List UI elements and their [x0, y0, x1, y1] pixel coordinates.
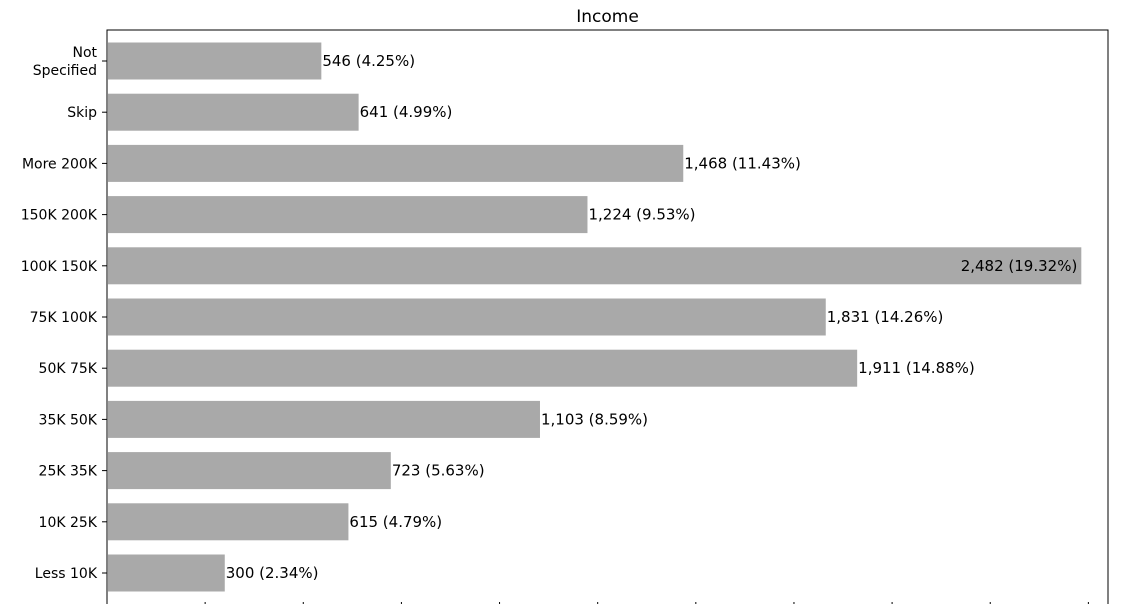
bar-150k-200k: [108, 196, 588, 234]
y-tick-label: Not Specified: [33, 45, 98, 79]
bar-35k-50k: [108, 400, 540, 438]
y-tick-label: More 200K: [22, 156, 98, 172]
y-tick-label: Less 10K: [35, 566, 98, 582]
data-label: 1,831 (14.26%): [827, 308, 944, 326]
y-tick-label: 25K 35K: [39, 464, 98, 480]
data-label: 1,224 (9.53%): [588, 206, 695, 224]
y-tick-label: 50K 75K: [39, 361, 98, 377]
bars: [108, 42, 1082, 592]
y-tick-label: Skip: [67, 105, 97, 121]
y-tick-label: 75K 100K: [30, 310, 98, 326]
y-tick-label: 100K 150K: [21, 259, 98, 275]
y-tick-label: 35K 50K: [39, 412, 98, 428]
x-axis-ticks: [106, 602, 1089, 604]
data-label: 1,468 (11.43%): [684, 154, 801, 172]
data-label: 546 (4.25%): [322, 52, 415, 70]
data-label: 1,911 (14.88%): [858, 359, 975, 377]
bar-less-10k: [108, 554, 225, 592]
y-axis-ticks: Not Specified Skip More 200K 150K 200K 100K 1…: [21, 45, 107, 582]
y-tick-label: 150K 200K: [21, 208, 98, 224]
bar-not-specified: [108, 42, 322, 80]
bar-more-200k: [108, 144, 684, 182]
bar-100k-150k: [108, 247, 1082, 285]
data-label: 1,103 (8.59%): [541, 410, 648, 428]
y-tick-label: 10K 25K: [39, 515, 98, 531]
bar-50k-75k: [108, 349, 858, 387]
data-label: 615 (4.79%): [349, 513, 442, 531]
bar-25k-35k: [108, 452, 391, 490]
data-label: 723 (5.63%): [392, 462, 485, 480]
chart-title: Income: [576, 7, 639, 27]
plot-frame: [106, 29, 1109, 604]
data-label: 300 (2.34%): [226, 564, 319, 582]
data-label: 2,482 (19.32%): [961, 257, 1078, 275]
bar-10k-25k: [108, 503, 349, 541]
bar-skip: [108, 93, 359, 131]
data-labels: 546 (4.25%) 641 (4.99%) 1,468 (11.43%) 1,22…: [226, 52, 1078, 582]
bar-75k-100k: [108, 298, 826, 336]
data-label: 641 (4.99%): [360, 103, 453, 121]
